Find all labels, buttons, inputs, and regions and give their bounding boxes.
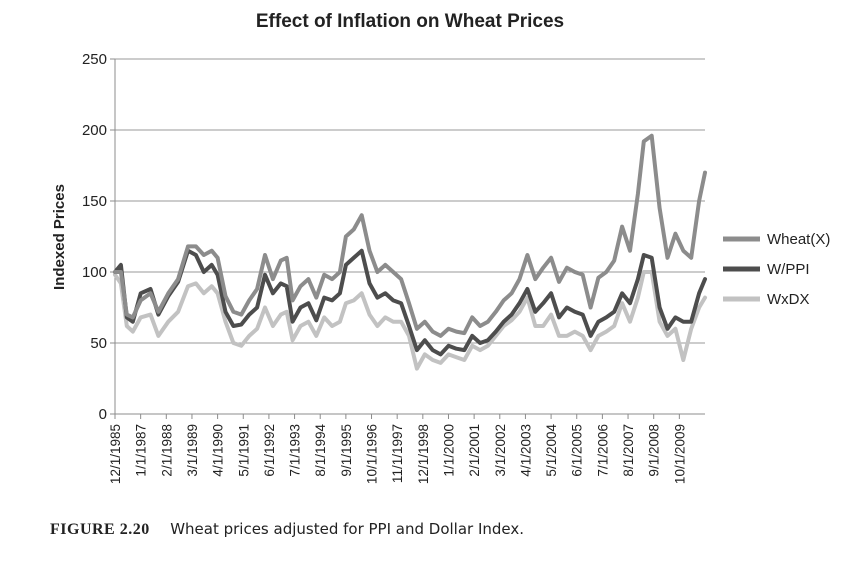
legend: Wheat(X) W/PPI WxDX	[723, 231, 830, 308]
series-line-w-ppi	[113, 248, 707, 357]
y-tick-label: 200	[82, 122, 107, 139]
chart: Effect of Inflation on Wheat Prices Inde…	[51, 11, 830, 484]
x-tick-label: 8/1/1994	[313, 424, 328, 477]
legend-label: Wheat(X)	[767, 231, 830, 248]
x-tick-label: 1/1/1987	[134, 424, 149, 477]
x-tick-label: 2/1/1988	[159, 424, 174, 477]
legend-label: W/PPI	[767, 261, 810, 278]
x-tick-label: 8/1/2007	[621, 424, 636, 477]
x-tick-label: 12/1/1985	[108, 424, 123, 484]
y-tick-label: 100	[82, 264, 107, 281]
figure-caption: FIGURE 2.20 Wheat prices adjusted for PP…	[50, 520, 524, 539]
x-tick-label: 9/1/2008	[647, 424, 662, 477]
y-tick-label: 50	[90, 335, 107, 352]
legend-label: WxDX	[767, 291, 810, 308]
x-tick-label: 9/1/1995	[339, 424, 354, 477]
y-axis-label: Indexed Prices	[51, 184, 68, 290]
y-tick-label: 150	[82, 193, 107, 210]
x-tick-label: 2/1/2001	[467, 424, 482, 477]
x-tick-label: 10/1/1996	[365, 424, 380, 484]
x-tick-label: 5/1/1991	[236, 424, 251, 477]
y-tick-label: 0	[99, 406, 107, 423]
x-tick-label: 12/1/1998	[416, 424, 431, 484]
chart-title: Effect of Inflation on Wheat Prices	[256, 11, 564, 32]
x-tick-label: 5/1/2004	[544, 424, 559, 477]
gridlines	[110, 58, 705, 415]
x-tick-label: 3/1/2002	[493, 424, 508, 477]
x-tick-label: 6/1/2005	[570, 424, 585, 477]
y-tick-label: 250	[82, 51, 107, 68]
x-tick-label: 4/1/2003	[518, 424, 533, 477]
x-tick-label: 6/1/1992	[262, 424, 277, 477]
series-line-wheat-x	[113, 133, 707, 338]
x-tick-label: 10/1/2009	[672, 424, 687, 484]
x-tick-label: 3/1/1989	[185, 424, 200, 477]
x-tick-label: 4/1/1990	[211, 424, 226, 477]
x-tick-labels: 12/1/1985 1/1/1987 2/1/1988 3/1/1989 4/1/199…	[108, 414, 687, 484]
x-tick-label: 7/1/1993	[288, 424, 303, 477]
figure-label: FIGURE 2.20	[50, 521, 150, 538]
x-tick-label: 7/1/2006	[595, 424, 610, 477]
x-tick-label: 11/1/1997	[390, 424, 405, 483]
y-tick-labels: 0 50 100 150 200 250	[82, 51, 107, 423]
figure-caption-text: Wheat prices adjusted for PPI and Dollar…	[170, 520, 525, 538]
series-lines	[113, 133, 707, 371]
x-tick-label: 1/1/2000	[441, 424, 456, 477]
series-line-wxdx	[113, 270, 707, 371]
axes	[114, 59, 705, 415]
